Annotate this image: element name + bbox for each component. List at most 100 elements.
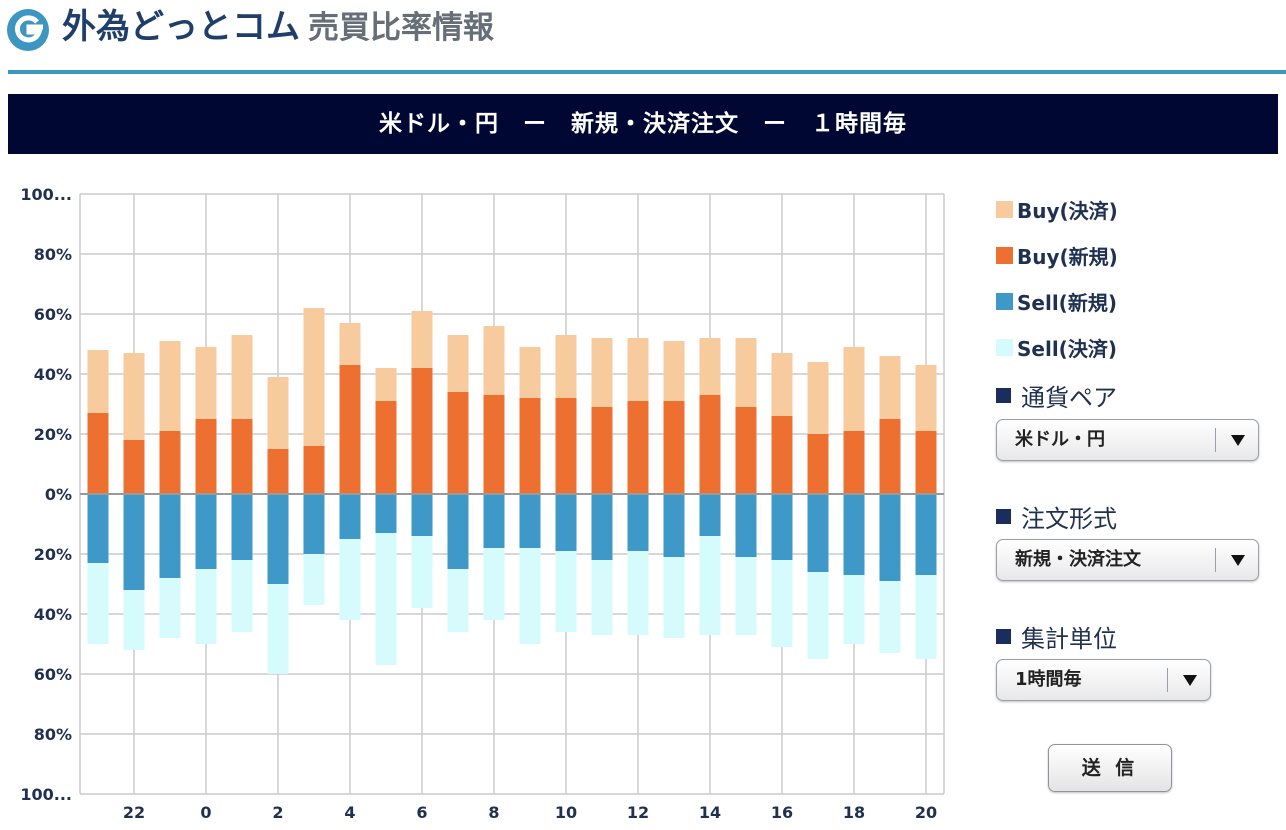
legend-swatch [996,200,1013,218]
bar-buy-new [843,431,865,494]
bar-sell-new [663,494,685,557]
y-tick-label: 60% [34,305,72,324]
legend-item-buy-settle: Buy(決済) [996,186,1118,232]
y-tick-label: 100... [20,185,72,204]
bar-buy-settle [735,338,757,407]
bar-sell-settle [375,533,397,665]
bullet-square-icon [996,509,1011,524]
bar-buy-settle [339,323,361,365]
bar-sell-settle [843,575,865,644]
y-tick-label: 20% [34,545,72,564]
bar-sell-settle [267,584,289,674]
bar-sell-settle [735,557,757,635]
bar-buy-settle [267,377,289,449]
legend-label: Sell(決済) [1017,336,1117,361]
bar-sell-new [915,494,937,575]
chart-legend: Buy(決済) Buy(新規) Sell(新規) Sell(決済) [996,186,1118,370]
x-tick-label: 14 [699,803,721,822]
header: 外為どっとコム 売買比率情報 [0,0,1286,70]
bar-buy-settle [699,338,721,395]
send-button[interactable]: 送 信 [1048,744,1172,792]
legend-item-sell-new: Sell(新規) [996,278,1118,324]
x-tick-label: 2 [272,803,283,822]
bar-sell-new [87,494,109,563]
bar-buy-settle [231,335,253,419]
bar-sell-settle [123,590,145,650]
bar-sell-settle [807,572,829,659]
chart-title-bar: 米ドル・円 ー 新規・決済注文 ー １時間毎 [8,94,1278,154]
bar-buy-new [627,401,649,494]
bar-buy-new [303,446,325,494]
bar-buy-settle [411,311,433,368]
bar-sell-settle [483,548,505,620]
bar-sell-settle [591,560,613,635]
legend-swatch [996,292,1013,310]
currency-pair-label-text: 通貨ペア [1021,384,1117,412]
x-tick-label: 20 [915,803,937,822]
chevron-down-icon[interactable] [1231,435,1245,446]
bar-sell-new [231,494,253,560]
x-tick-label: 10 [555,803,577,822]
bar-sell-new [267,494,289,584]
y-tick-label: 40% [34,365,72,384]
order-type-label-text: 注文形式 [1021,505,1117,533]
bar-buy-new [375,401,397,494]
bar-buy-new [663,401,685,494]
bar-sell-new [807,494,829,572]
bar-sell-settle [231,560,253,632]
bar-sell-settle [879,581,901,653]
bar-buy-new [555,398,577,494]
y-tick-label: 40% [34,605,72,624]
bar-sell-new [591,494,613,560]
bar-sell-new [627,494,649,551]
chart-grid [79,193,945,795]
bar-buy-settle [663,341,685,401]
bar-buy-settle [591,338,613,407]
currency-pair-select[interactable]: 米ドル・円 [996,419,1259,461]
logo-text[interactable]: 外為どっとコム [62,7,300,47]
bar-sell-settle [411,536,433,608]
bar-sell-settle [915,575,937,659]
bar-buy-settle [375,368,397,401]
bar-buy-settle [771,353,793,416]
bar-buy-settle [303,308,325,446]
chevron-down-icon[interactable] [1231,555,1245,566]
bar-sell-new [699,494,721,536]
bar-sell-settle [627,551,649,635]
legend-label: Sell(新規) [1017,290,1117,315]
bar-buy-new [159,431,181,494]
bar-buy-new [123,440,145,494]
currency-pair-value: 米ドル・円 [1015,429,1105,450]
bar-buy-settle [123,353,145,440]
bar-buy-settle [159,341,181,431]
aggregation-select[interactable]: 1時間毎 [996,659,1211,701]
bar-buy-settle [627,338,649,401]
bar-buy-settle [519,347,541,398]
bar-buy-settle [807,362,829,434]
y-tick-label: 80% [34,245,72,264]
x-tick-label: 0 [200,803,211,822]
x-tick-label: 16 [771,803,793,822]
bar-sell-settle [87,563,109,644]
bullet-square-icon [996,388,1011,403]
order-type-select[interactable]: 新規・決済注文 [996,539,1259,581]
bar-sell-new [339,494,361,539]
bar-sell-new [447,494,469,569]
bar-sell-new [735,494,757,557]
chevron-down-icon[interactable] [1183,675,1197,686]
bar-sell-settle [663,557,685,638]
header-divider [8,70,1286,74]
order-type-label: 注文形式 [996,499,1117,534]
aggregation-label: 集計単位 [996,619,1117,654]
logo-icon [7,9,49,51]
currency-pair-label: 通貨ペア [996,378,1117,413]
bar-buy-new [483,395,505,494]
bar-sell-new [771,494,793,560]
x-tick-label: 22 [123,803,145,822]
bullet-square-icon [996,629,1011,644]
legend-label: Buy(決済) [1017,198,1118,223]
bar-buy-new [591,407,613,494]
bar-sell-new [303,494,325,554]
bar-sell-settle [771,560,793,647]
bar-buy-new [699,395,721,494]
